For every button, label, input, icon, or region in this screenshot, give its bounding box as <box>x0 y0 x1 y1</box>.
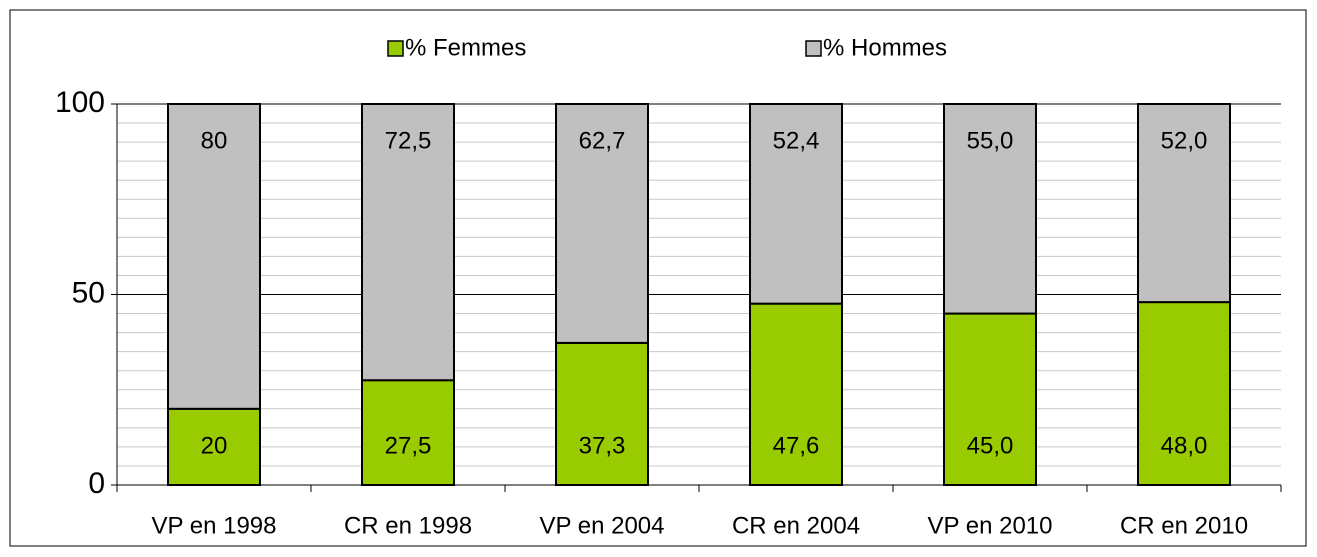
bar-segment <box>167 103 261 410</box>
data-label: 52,0 <box>1161 127 1208 154</box>
data-label: 37,3 <box>579 432 626 459</box>
data-label: 80 <box>201 127 228 154</box>
bar-segment <box>749 103 843 305</box>
legend-label: % Femmes <box>405 34 526 61</box>
x-tick-label: CR en 2004 <box>732 512 860 539</box>
legend-label: % Hommes <box>823 34 947 61</box>
y-tick-label: 50 <box>72 276 105 309</box>
x-tick-label: VP en 1998 <box>151 512 276 539</box>
bar-segment <box>167 407 261 486</box>
data-label: 20 <box>201 432 228 459</box>
x-tick-label: VP en 2004 <box>539 512 664 539</box>
data-label: 27,5 <box>385 432 432 459</box>
data-label: 47,6 <box>773 432 820 459</box>
bar-segment <box>361 379 455 487</box>
bar-segment <box>555 341 649 486</box>
data-label: 62,7 <box>579 127 626 154</box>
y-tick-label: 0 <box>88 467 105 500</box>
x-tick-label: VP en 2010 <box>927 512 1052 539</box>
bar-segment <box>361 103 455 382</box>
legend-swatch <box>805 40 822 57</box>
data-label: 48,0 <box>1161 432 1208 459</box>
data-label: 55,0 <box>967 127 1014 154</box>
bar-segment <box>555 103 649 344</box>
data-label: 52,4 <box>773 127 820 154</box>
bar-segment <box>1137 301 1231 486</box>
bar-segment <box>943 103 1037 315</box>
x-tick-label: CR en 1998 <box>344 512 472 539</box>
bar-segment <box>943 312 1037 486</box>
bar-segment <box>749 302 843 487</box>
data-label: 45,0 <box>967 432 1014 459</box>
legend-swatch <box>387 40 404 57</box>
bar-segment <box>1137 103 1231 304</box>
x-tick-label: CR en 2010 <box>1120 512 1248 539</box>
y-tick-label: 100 <box>55 86 105 119</box>
data-label: 72,5 <box>385 127 432 154</box>
